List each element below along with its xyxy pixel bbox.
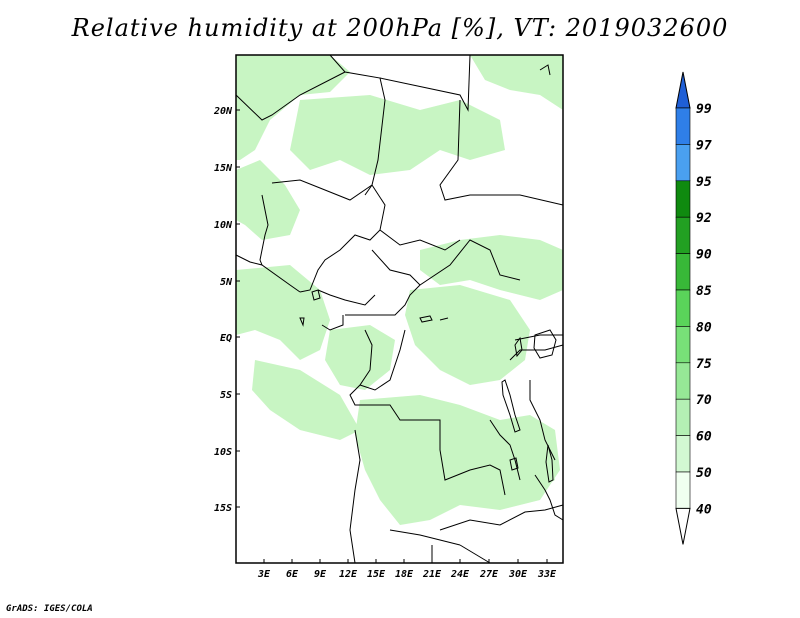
lon-tick-label: 24E (450, 569, 470, 580)
colorbar-label: 60 (696, 430, 712, 445)
lat-tick-label: 5N (220, 277, 233, 288)
country-borders (235, 54, 564, 564)
lat-ticks: 20N 15N 10N 5N EQ 5S 10S 15S (213, 106, 233, 514)
water-bodies (299, 289, 557, 483)
lat-tick-label: 10N (214, 220, 233, 231)
lat-tick-label: 15N (214, 163, 233, 174)
humidity-patch (470, 55, 563, 110)
humidity-patch (236, 265, 330, 360)
lon-tick-label: 18E (395, 569, 414, 580)
colorbar-bottom-arrow (675, 507, 691, 545)
humidity-field (236, 55, 563, 525)
lon-tick-marks (263, 559, 548, 563)
colorbar-segment (675, 107, 691, 145)
humidity-patch (290, 95, 505, 175)
colorbar-label: 90 (696, 248, 712, 263)
lon-tick-label: 27E (479, 569, 499, 580)
colorbar-label: 80 (696, 320, 712, 335)
colorbar-label: 97 (696, 138, 712, 153)
colorbar-label: 85 (696, 284, 712, 299)
lake-patch (439, 317, 449, 321)
lon-tick-label: 6E (286, 569, 299, 580)
colorbar-segment (675, 216, 691, 254)
grads-credit: GrADS: IGES/COLA (6, 604, 93, 614)
lon-tick-label: 3E (257, 569, 271, 580)
colorbar-top-arrow (675, 71, 691, 109)
colorbar-segment (675, 180, 691, 218)
lat-tick-label: 20N (213, 106, 233, 117)
lat-tick-marks (236, 109, 240, 508)
lon-tick-label: 9E (314, 569, 327, 580)
lon-tick-label: 33E (537, 569, 557, 580)
lon-tick-label: 12E (339, 569, 358, 580)
colorbar-segment (675, 289, 691, 327)
humidity-patch (236, 55, 350, 160)
humidity-patch (355, 395, 560, 525)
colorbar-label: 40 (696, 502, 712, 517)
humidity-patch (420, 235, 563, 300)
colorbar-segment (675, 471, 691, 509)
humidity-patch (480, 430, 555, 495)
lake-patch (419, 315, 433, 323)
lake-mweru (509, 457, 519, 471)
colorbar-label: 99 (696, 102, 712, 117)
colorbar-segment (675, 144, 691, 182)
island (299, 317, 305, 327)
humidity-patch (405, 285, 530, 385)
lat-tick-label: EQ (220, 333, 232, 344)
lake-victoria (533, 329, 557, 359)
colorbar: 99 97 95 92 90 85 80 75 70 60 50 40 (675, 71, 712, 545)
colorbar-segment (675, 253, 691, 291)
lat-tick-label: 10S (214, 447, 232, 458)
colorbar-label: 92 (696, 211, 712, 226)
lake-tanganyika (501, 379, 521, 433)
colorbar-label: 50 (696, 466, 712, 481)
island (311, 289, 321, 301)
lon-tick-label: 30E (508, 569, 528, 580)
colorbar-label: 95 (696, 175, 712, 190)
lake-malawi (545, 444, 554, 483)
lat-tick-label: 15S (214, 503, 232, 514)
lon-tick-label: 15E (367, 569, 386, 580)
humidity-patch (325, 325, 395, 390)
lon-ticks: 3E 6E 9E 12E 15E 18E 21E 24E 27E 30E 33E (257, 569, 557, 580)
colorbar-segment (675, 435, 691, 473)
colorbar-label: 70 (696, 393, 712, 408)
lon-tick-label: 21E (422, 569, 442, 580)
colorbar-segment (675, 362, 691, 400)
colorbar-segment (675, 398, 691, 436)
humidity-patch (252, 360, 360, 440)
map-title: Relative humidity at 200hPa [%], VT: 201… (71, 14, 729, 42)
colorbar-segment (675, 326, 691, 364)
lat-tick-label: 5S (220, 390, 232, 401)
lake-albert (514, 336, 523, 358)
colorbar-label: 75 (696, 357, 712, 372)
humidity-patch (236, 160, 300, 240)
map-frame (235, 54, 564, 564)
